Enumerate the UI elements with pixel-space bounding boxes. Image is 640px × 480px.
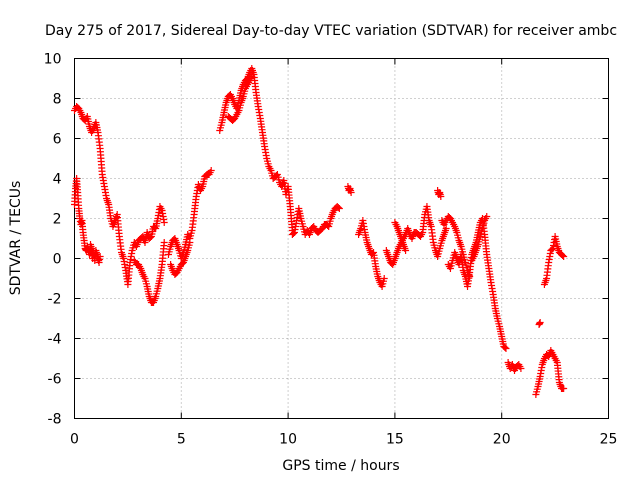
data-point [289, 230, 297, 237]
data-points [71, 65, 568, 398]
data-point [560, 385, 568, 392]
y-axis-label: SDTVAR / TECUs [8, 181, 24, 296]
y-tick-label: 2 [53, 212, 62, 228]
y-tick-label: 0 [53, 252, 62, 268]
y-tick-label: 10 [44, 52, 62, 68]
y-tick-label: -8 [48, 412, 62, 428]
x-tick-label: 15 [386, 432, 404, 448]
x-tick-label: 0 [70, 432, 79, 448]
y-tick-label: 6 [53, 132, 62, 148]
data-point [335, 205, 343, 212]
data-point [466, 273, 474, 280]
x-tick-label: 5 [177, 432, 186, 448]
data-point [483, 213, 491, 220]
data-point [548, 246, 556, 253]
x-tick-label: 10 [279, 432, 297, 448]
data-point [442, 225, 450, 232]
y-tick-label: 8 [53, 92, 62, 108]
chart-title: Day 275 of 2017, Sidereal Day-to-day VTE… [45, 23, 617, 39]
data-point [334, 204, 342, 211]
axis-ticks: 0 5 10 15 20 25 -8 -6 -4 -2 0 2 4 6 8 10 [44, 52, 618, 448]
y-tick-label: -2 [48, 292, 62, 308]
y-tick-label: 4 [53, 172, 62, 188]
data-point [96, 253, 104, 260]
data-point [559, 252, 567, 259]
data-point [437, 193, 445, 200]
data-point [151, 224, 159, 231]
data-point [146, 234, 154, 241]
data-point [560, 253, 568, 260]
data-point [402, 247, 410, 254]
data-point [502, 345, 510, 352]
x-tick-label: 20 [493, 432, 511, 448]
data-point [207, 167, 215, 174]
x-tick-label: 25 [600, 432, 618, 448]
x-axis-label: GPS time / hours [282, 458, 399, 474]
data-point [160, 219, 168, 226]
data-point [248, 73, 256, 80]
data-point [160, 239, 168, 246]
data-point [517, 365, 525, 372]
data-point [501, 344, 509, 351]
data-point [536, 319, 544, 326]
plot-frame [74, 58, 609, 419]
y-tick-label: -4 [48, 332, 62, 348]
data-point [186, 239, 194, 246]
data-point [380, 275, 388, 282]
y-tick-label: -6 [48, 372, 62, 388]
data-point [347, 189, 355, 196]
